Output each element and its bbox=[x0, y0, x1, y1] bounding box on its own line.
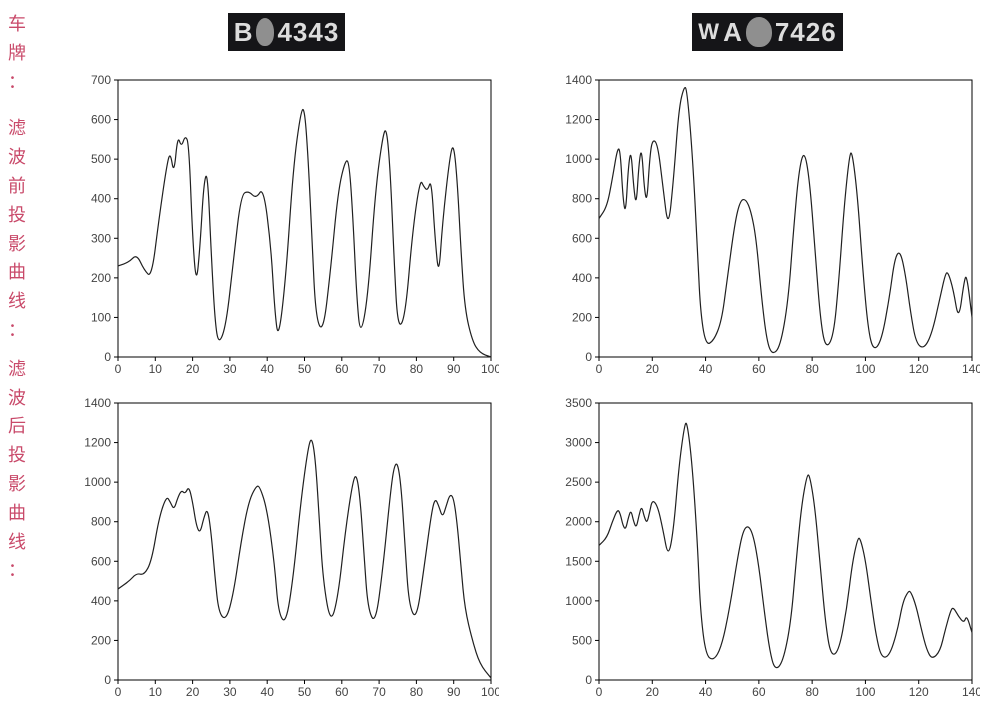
svg-text:80: 80 bbox=[410, 362, 424, 376]
svg-text:1000: 1000 bbox=[565, 594, 592, 608]
svg-text:400: 400 bbox=[91, 594, 111, 608]
svg-text:3500: 3500 bbox=[565, 396, 592, 410]
svg-text:40: 40 bbox=[261, 685, 275, 699]
svg-text:90: 90 bbox=[447, 362, 461, 376]
plate-image-left: B 4343 bbox=[228, 13, 346, 51]
svg-text:200: 200 bbox=[91, 633, 111, 647]
svg-text:0: 0 bbox=[104, 673, 111, 687]
svg-text:0: 0 bbox=[596, 685, 603, 699]
svg-text:10: 10 bbox=[149, 362, 163, 376]
svg-text:500: 500 bbox=[91, 152, 111, 166]
svg-text:0: 0 bbox=[115, 685, 122, 699]
svg-text:1200: 1200 bbox=[565, 113, 592, 127]
svg-text:20: 20 bbox=[646, 362, 660, 376]
svg-text:20: 20 bbox=[646, 685, 660, 699]
svg-text:100: 100 bbox=[855, 685, 875, 699]
chart-bottom-left: 0102030405060708090100020040060080010001… bbox=[74, 395, 499, 704]
svg-text:0: 0 bbox=[104, 350, 111, 364]
label-after-filter: 滤波后投影曲线： bbox=[8, 355, 60, 585]
svg-text:80: 80 bbox=[805, 362, 819, 376]
svg-text:800: 800 bbox=[91, 515, 111, 529]
svg-text:1000: 1000 bbox=[565, 152, 592, 166]
svg-text:1200: 1200 bbox=[84, 436, 111, 450]
svg-text:1400: 1400 bbox=[565, 73, 592, 87]
svg-text:800: 800 bbox=[572, 192, 592, 206]
svg-text:1400: 1400 bbox=[84, 396, 111, 410]
blob-icon bbox=[746, 17, 772, 47]
svg-text:20: 20 bbox=[186, 362, 200, 376]
chart-top-left: 0 10 20 30 40 50 60 70 80 90 100 0 100 200 300 400 500 60… bbox=[74, 72, 499, 381]
svg-text:140: 140 bbox=[962, 685, 980, 699]
svg-text:2000: 2000 bbox=[565, 515, 592, 529]
svg-text:0: 0 bbox=[585, 350, 592, 364]
svg-text:10: 10 bbox=[149, 685, 163, 699]
svg-text:70: 70 bbox=[372, 362, 386, 376]
svg-text:40: 40 bbox=[699, 685, 713, 699]
svg-text:120: 120 bbox=[909, 362, 929, 376]
svg-text:20: 20 bbox=[186, 685, 200, 699]
svg-text:400: 400 bbox=[572, 271, 592, 285]
svg-text:90: 90 bbox=[447, 685, 461, 699]
svg-text:600: 600 bbox=[91, 554, 111, 568]
svg-text:0: 0 bbox=[585, 673, 592, 687]
plate-right-leading: W bbox=[698, 19, 720, 45]
svg-text:80: 80 bbox=[805, 685, 819, 699]
plate-left-prefix: B bbox=[234, 17, 254, 48]
svg-text:50: 50 bbox=[298, 685, 312, 699]
svg-text:60: 60 bbox=[752, 685, 766, 699]
svg-text:3000: 3000 bbox=[565, 436, 592, 450]
svg-text:200: 200 bbox=[91, 271, 111, 285]
svg-text:700: 700 bbox=[91, 73, 111, 87]
chart-grid: B 4343 W A 7426 010203040506070809010001… bbox=[60, 0, 1000, 718]
svg-text:140: 140 bbox=[962, 362, 980, 376]
svg-text:600: 600 bbox=[572, 231, 592, 245]
svg-text:100: 100 bbox=[481, 362, 499, 376]
plate-left-suffix: 4343 bbox=[277, 17, 339, 48]
chart-bottom-right: 0 20 40 60 80 100 120 140 0 500 1000 1500 2000 2500 30… bbox=[555, 395, 980, 704]
svg-text:2500: 2500 bbox=[565, 475, 592, 489]
svg-text:50: 50 bbox=[298, 362, 312, 376]
label-before-filter: 滤波前投影曲线： bbox=[8, 114, 60, 344]
svg-text:600: 600 bbox=[91, 113, 111, 127]
svg-text:30: 30 bbox=[223, 685, 237, 699]
svg-text:30: 30 bbox=[223, 362, 237, 376]
svg-text:40: 40 bbox=[261, 362, 275, 376]
svg-text:0: 0 bbox=[115, 362, 122, 376]
svg-text:500: 500 bbox=[572, 633, 592, 647]
plate-right-suffix: 7426 bbox=[775, 17, 837, 48]
svg-text:40: 40 bbox=[699, 362, 713, 376]
label-plate: 车牌： bbox=[8, 10, 60, 96]
plate-image-right: W A 7426 bbox=[692, 13, 842, 51]
svg-text:200: 200 bbox=[572, 310, 592, 324]
plate-right-prefix: A bbox=[723, 17, 743, 48]
side-label-column: 车牌： 滤波前投影曲线： 滤波后投影曲线： bbox=[0, 0, 60, 718]
svg-text:80: 80 bbox=[410, 685, 424, 699]
svg-text:0: 0 bbox=[596, 362, 603, 376]
svg-text:400: 400 bbox=[91, 192, 111, 206]
blob-icon bbox=[256, 18, 274, 46]
svg-text:1500: 1500 bbox=[565, 554, 592, 568]
svg-text:120: 120 bbox=[909, 685, 929, 699]
svg-text:100: 100 bbox=[481, 685, 499, 699]
svg-text:100: 100 bbox=[855, 362, 875, 376]
svg-text:300: 300 bbox=[91, 231, 111, 245]
svg-text:100: 100 bbox=[91, 310, 111, 324]
svg-text:60: 60 bbox=[335, 685, 349, 699]
svg-text:70: 70 bbox=[372, 685, 386, 699]
chart-top-right: 0204060801001201400200400600800100012001… bbox=[555, 72, 980, 381]
svg-text:60: 60 bbox=[335, 362, 349, 376]
svg-text:1000: 1000 bbox=[84, 475, 111, 489]
svg-text:60: 60 bbox=[752, 362, 766, 376]
